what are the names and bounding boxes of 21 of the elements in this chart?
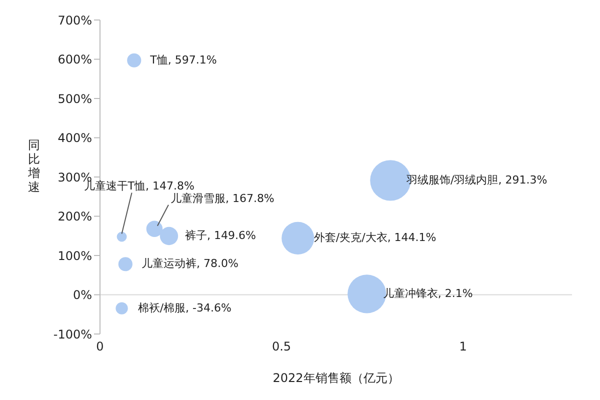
y-axis-title: 同比增速 xyxy=(27,138,40,194)
y-tick-label: 0% xyxy=(72,288,92,302)
x-axis-title: 2022年销售额（亿元） xyxy=(272,371,400,385)
y-tick-label: 400% xyxy=(58,131,92,146)
y-tick-label: 700% xyxy=(58,13,92,28)
y-tick-label: 100% xyxy=(58,248,92,263)
x-tick-label: 0.5 xyxy=(272,340,292,354)
data-label: 外套/夹克/大衣, 144.1% xyxy=(314,231,436,244)
y-tick-label: 600% xyxy=(58,52,92,67)
data-label: 棉袄/棉服, -34.6% xyxy=(138,301,232,314)
x-tick-label: 0 xyxy=(96,340,104,354)
y-tick-label: 500% xyxy=(58,92,92,106)
data-label: 儿童滑雪服, 167.8% xyxy=(170,192,274,205)
y-tick-label: -100% xyxy=(53,327,92,342)
data-label: T恤, 597.1% xyxy=(149,53,217,66)
data-label: 儿童冲锋衣, 2.1% xyxy=(382,286,473,300)
y-tick-label: 200% xyxy=(58,210,92,224)
x-tick-label: 1 xyxy=(459,340,467,354)
data-label: 羽绒服饰/羽绒内胆, 291.3% xyxy=(406,173,548,186)
data-label: 儿童运动裤, 78.0% xyxy=(141,257,238,270)
data-label: 裤子, 149.6% xyxy=(185,229,256,242)
